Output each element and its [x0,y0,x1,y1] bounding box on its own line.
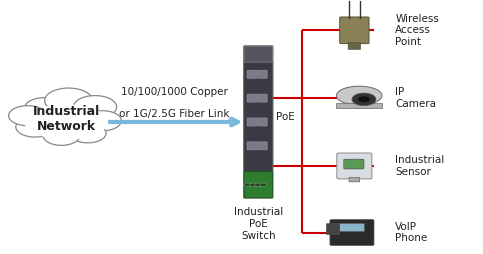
FancyBboxPatch shape [247,118,256,126]
Circle shape [260,183,267,186]
Text: 10/100/1000 Copper: 10/100/1000 Copper [121,87,227,97]
Circle shape [244,183,251,186]
Circle shape [16,117,54,137]
Text: VoIP
Phone: VoIP Phone [395,222,427,243]
Circle shape [44,88,93,113]
FancyBboxPatch shape [247,94,256,102]
Text: or 1G/2.5G Fiber Link: or 1G/2.5G Fiber Link [119,109,229,119]
Text: IP
Camera: IP Camera [395,87,436,109]
Circle shape [25,98,65,119]
Circle shape [9,106,47,126]
Text: PoE: PoE [276,112,295,122]
FancyBboxPatch shape [257,70,267,78]
FancyBboxPatch shape [336,103,382,108]
Circle shape [249,183,256,186]
FancyBboxPatch shape [247,70,256,78]
FancyBboxPatch shape [348,43,361,49]
FancyBboxPatch shape [244,172,272,198]
FancyBboxPatch shape [340,224,365,231]
FancyBboxPatch shape [349,177,360,182]
FancyBboxPatch shape [247,142,256,150]
FancyBboxPatch shape [257,142,267,150]
Ellipse shape [336,86,382,105]
FancyBboxPatch shape [257,118,267,126]
FancyBboxPatch shape [337,153,372,179]
Ellipse shape [18,99,114,145]
FancyBboxPatch shape [330,220,374,245]
Text: Industrial
PoE
Switch: Industrial PoE Switch [234,208,283,241]
Circle shape [43,126,80,145]
FancyBboxPatch shape [344,159,364,169]
Text: Industrial
Sensor: Industrial Sensor [395,155,444,177]
FancyBboxPatch shape [244,46,272,62]
Text: Industrial
Network: Industrial Network [32,105,100,133]
Text: Wireless
Access
Point: Wireless Access Point [395,14,439,47]
FancyBboxPatch shape [257,94,267,102]
FancyBboxPatch shape [326,224,340,234]
Circle shape [83,111,121,131]
Circle shape [358,96,369,102]
Ellipse shape [24,104,108,139]
FancyBboxPatch shape [243,46,273,198]
FancyBboxPatch shape [340,17,369,44]
Circle shape [255,183,261,186]
Circle shape [352,93,376,106]
Circle shape [73,96,116,118]
Circle shape [70,124,106,143]
